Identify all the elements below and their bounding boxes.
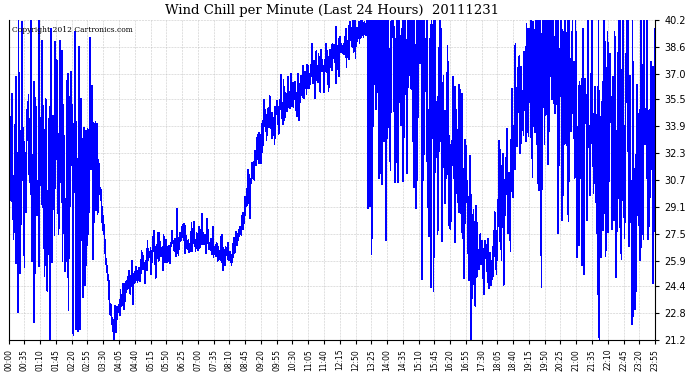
Text: Copyright 2012 Cartronics.com: Copyright 2012 Cartronics.com	[12, 26, 132, 34]
Title: Wind Chill per Minute (Last 24 Hours)  20111231: Wind Chill per Minute (Last 24 Hours) 20…	[165, 4, 499, 17]
